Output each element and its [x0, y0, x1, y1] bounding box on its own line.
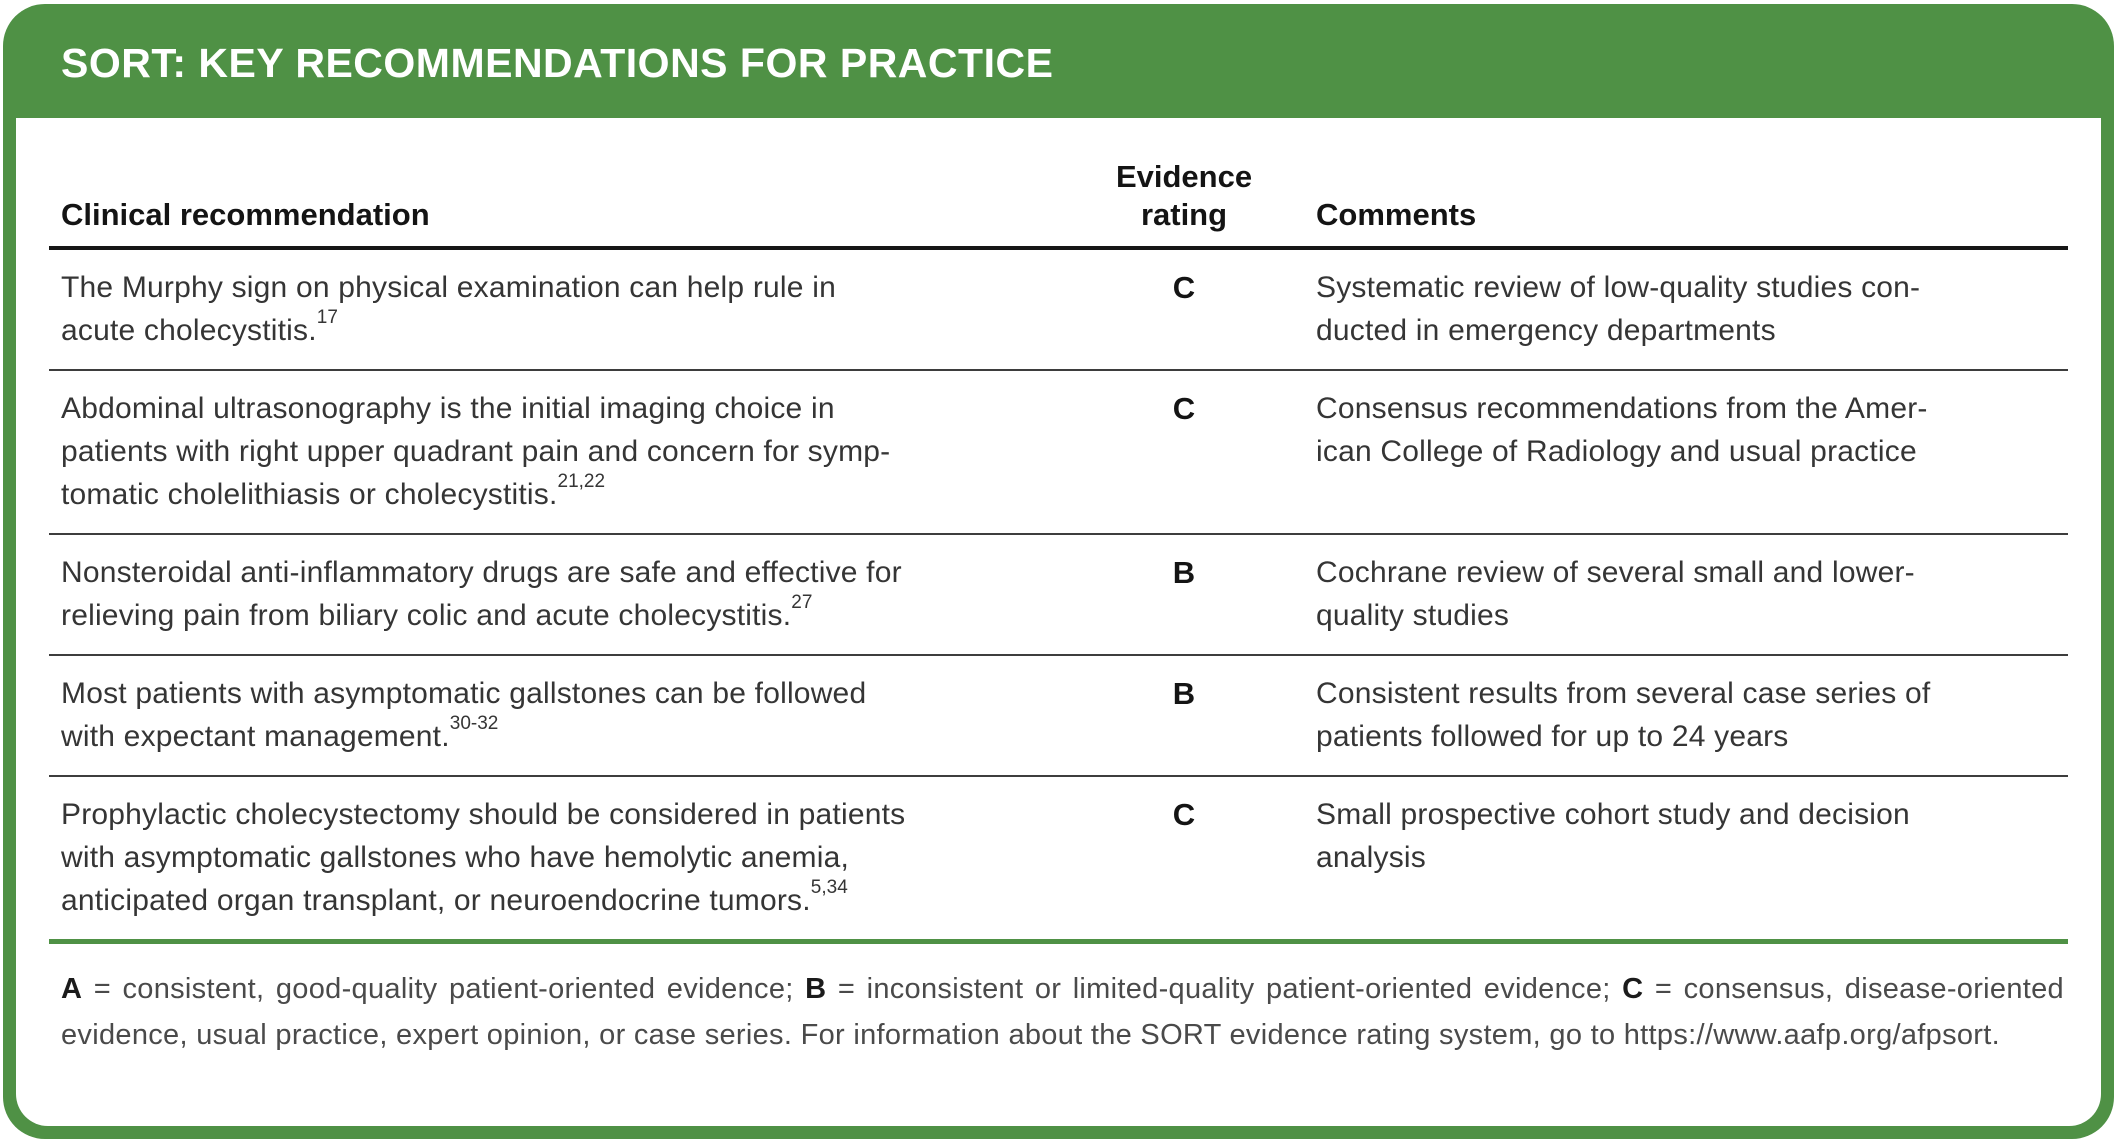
evidence-rating-value: C [1172, 391, 1196, 426]
evidence-rating-value: C [1172, 797, 1196, 832]
comment-text: Systematic review of low-quality studies… [1316, 271, 1921, 347]
table-row: Most patients with asymptomatic gallston… [49, 656, 2068, 777]
sort-footnote: A = consistent, good-quality patient-ori… [49, 966, 2068, 1058]
footnote-text-b: = inconsistent or limited-quality patien… [826, 973, 1623, 1005]
recommendation-text: Most patients with asymptomatic gallston… [61, 677, 867, 753]
reference-superscript: 27 [791, 592, 813, 614]
recommendation-cell: Most patients with asymptomatic gallston… [49, 672, 1094, 758]
reference-superscript: 30-32 [449, 713, 499, 735]
footnote-label-a: A [61, 973, 83, 1005]
recommendation-text: Abdominal ultrasonography is the initial… [61, 392, 891, 511]
recommendation-cell: Nonsteroidal anti-inflammatory drugs are… [49, 551, 1094, 637]
evidence-rating-value: B [1172, 555, 1196, 590]
recommendation-text: The Murphy sign on physical examination … [61, 271, 836, 347]
table-row: Abdominal ultrasonography is the initial… [49, 371, 2068, 535]
column-header-evidence-rating: Evidence rating [1115, 159, 1253, 232]
footnote-label-b: B [805, 973, 827, 1005]
table-row: Nonsteroidal anti-inflammatory drugs are… [49, 535, 2068, 656]
recommendation-cell: The Murphy sign on physical examination … [49, 266, 1094, 352]
table-title: SORT: KEY RECOMMENDATIONS FOR PRACTICE [61, 39, 1054, 86]
footnote-label-c: C [1622, 973, 1644, 1005]
table-header-row: Clinical recommendation Evidence rating … [49, 118, 2068, 250]
evidence-rating-value: C [1172, 270, 1196, 305]
recommendation-cell: Abdominal ultrasonography is the initial… [49, 387, 1094, 516]
table-row: The Murphy sign on physical examination … [49, 250, 2068, 371]
table-title-bar: SORT: KEY RECOMMENDATIONS FOR PRACTICE [3, 4, 2114, 118]
recommendation-text: Nonsteroidal anti-inflammatory drugs are… [61, 556, 902, 632]
table-row: Prophylactic cholecystectomy should be c… [49, 777, 2068, 944]
comment-text: Cochrane review of several small and low… [1316, 556, 1915, 632]
recommendation-text: Prophylactic cholecystectomy should be c… [61, 798, 906, 917]
evidence-rating-value: B [1172, 676, 1196, 711]
reference-superscript: 21,22 [557, 471, 606, 493]
reference-superscript: 17 [316, 307, 338, 329]
recommendation-cell: Prophylactic cholecystectomy should be c… [49, 793, 1094, 922]
column-header-clinical-recommendation: Clinical recommendation [61, 197, 430, 232]
comment-text: Small prospective cohort study and decis… [1316, 798, 1910, 874]
comment-text: Consensus recommendations from the Amer-… [1316, 392, 1928, 468]
footnote-text-a: = consistent, good-quality patient-orien… [82, 973, 806, 1005]
comment-text: Consistent results from several case ser… [1316, 677, 1931, 753]
footnote-text-c: = consensus, disease-oriented evidence, … [61, 973, 2064, 1051]
column-header-comments: Comments [1316, 197, 1477, 232]
table-body: Clinical recommendation Evidence rating … [16, 118, 2101, 1126]
sort-table-card: SORT: KEY RECOMMENDATIONS FOR PRACTICE C… [3, 4, 2114, 1139]
reference-superscript: 5,34 [810, 877, 848, 899]
